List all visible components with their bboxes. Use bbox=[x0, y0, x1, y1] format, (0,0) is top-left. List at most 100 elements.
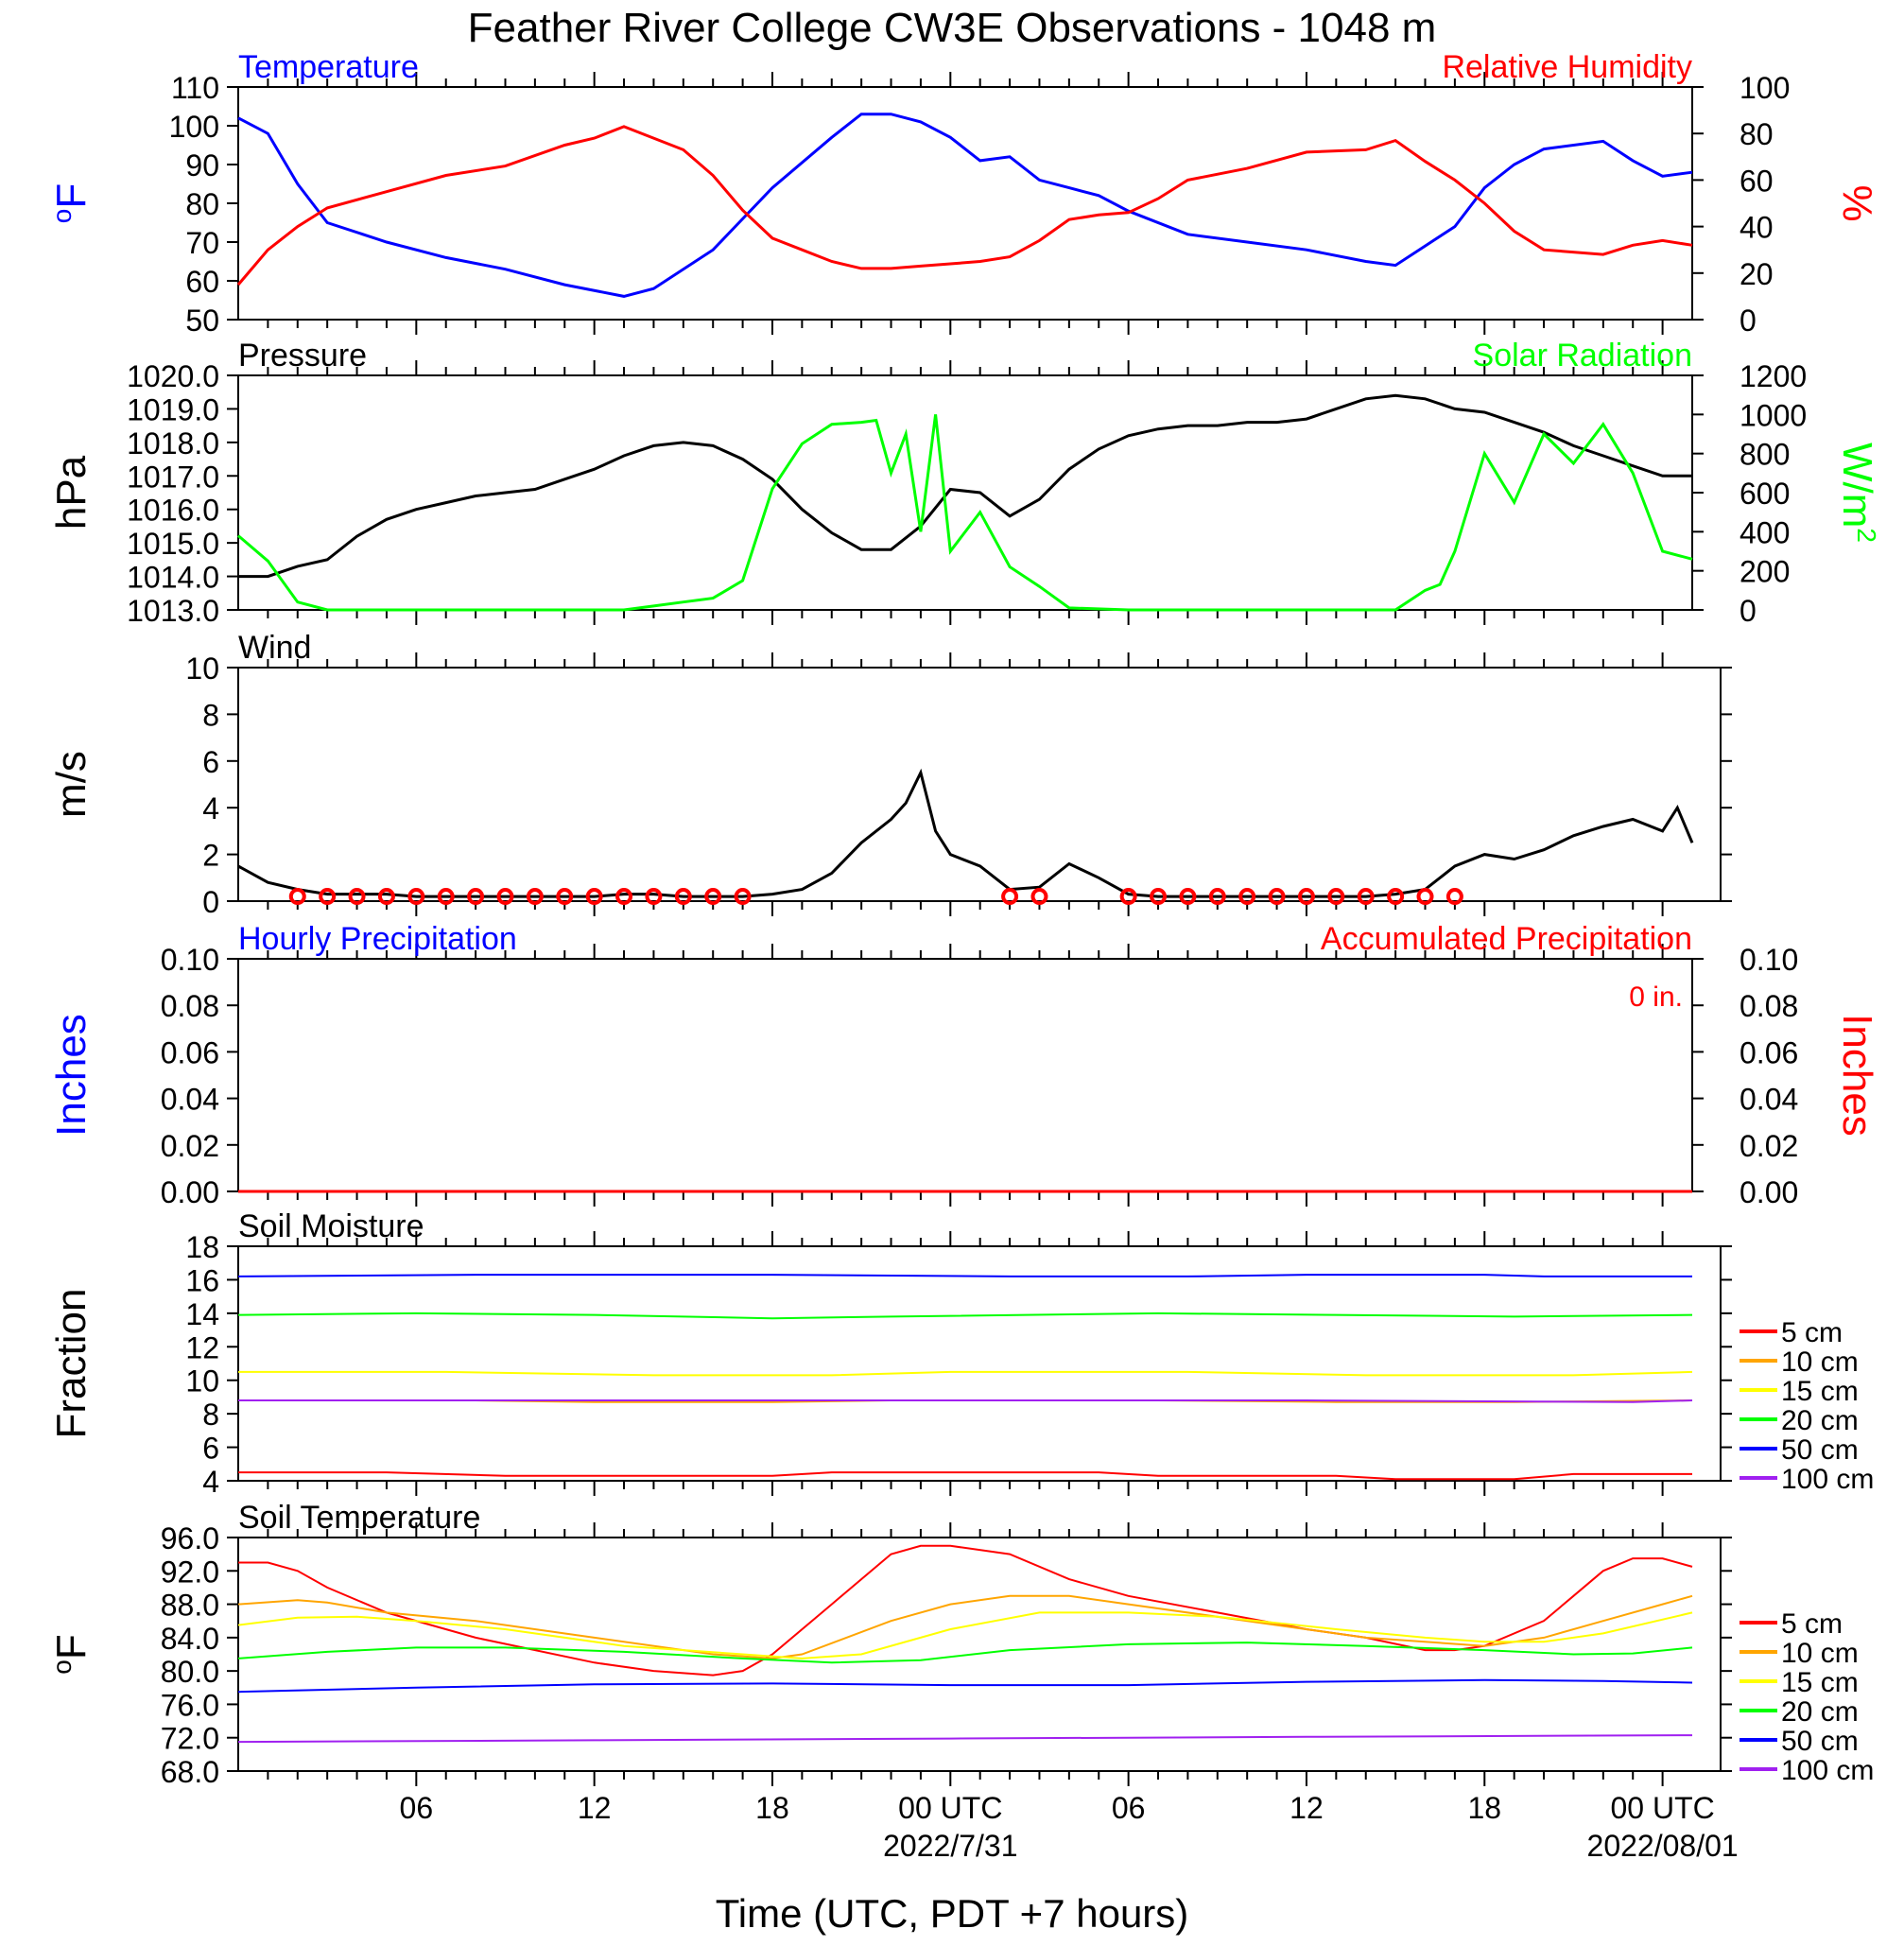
wind-calm-marker bbox=[1357, 888, 1375, 906]
wind-calm-marker bbox=[1001, 888, 1019, 906]
wind-calm-marker bbox=[1268, 888, 1286, 906]
panel-3-ytick-label: 0.08 bbox=[161, 989, 219, 1023]
panel-2-ylabel: m/s bbox=[48, 751, 95, 818]
x-axis-title: Time (UTC, PDT +7 hours) bbox=[716, 1891, 1189, 1936]
wind-calm-marker bbox=[1208, 888, 1226, 906]
panel-1-ytick-label: 1019.0 bbox=[127, 392, 219, 426]
panel-0-ytick-label: 110 bbox=[171, 71, 219, 105]
panel-4-series-100-cm bbox=[238, 1399, 1693, 1403]
panel-3-rtick-label: 0.04 bbox=[1740, 1083, 1798, 1117]
panel-5-legend-label: 15 cm bbox=[1781, 1667, 1859, 1698]
wind-calm-marker bbox=[437, 888, 455, 906]
panel-1-ytick-label: 1017.0 bbox=[127, 460, 219, 494]
wind-calm-marker bbox=[1445, 888, 1463, 906]
wind-calm-marker bbox=[556, 888, 574, 906]
wind-calm-marker bbox=[288, 888, 306, 906]
panel-0-series-relative-humidity bbox=[236, 125, 1693, 287]
wind-calm-marker bbox=[1327, 888, 1345, 906]
panel-0-ytick-label: 80 bbox=[185, 187, 219, 221]
panel-5-ytick-label: 96.0 bbox=[161, 1521, 219, 1555]
panel-0-ytick-label: 50 bbox=[185, 304, 219, 338]
panel-5-ytick-label: 88.0 bbox=[161, 1589, 219, 1623]
panel-4-series-15-cm bbox=[238, 1370, 1693, 1377]
panel-1-series-solar-radiation bbox=[237, 414, 1693, 612]
panel-5-series-50-cm bbox=[237, 1678, 1693, 1694]
panel-4-ytick-label: 14 bbox=[185, 1297, 219, 1331]
wind-calm-marker bbox=[1030, 888, 1048, 906]
wind-calm-marker bbox=[1119, 888, 1137, 906]
panel-4-ytick-label: 8 bbox=[202, 1398, 219, 1432]
panel-4-legend-label: 50 cm bbox=[1781, 1434, 1859, 1466]
panel-4-legend-label: 100 cm bbox=[1781, 1464, 1874, 1495]
panel-1-ytick-label: 1016.0 bbox=[127, 494, 219, 528]
panel-3-rtick-label: 0.08 bbox=[1740, 989, 1798, 1023]
panel-2-ytick-label: 4 bbox=[202, 791, 219, 825]
wind-calm-marker bbox=[319, 888, 337, 906]
panel-5-ytick-label: 72.0 bbox=[161, 1722, 219, 1756]
panel-3-ytick-label: 0.04 bbox=[161, 1083, 219, 1117]
panel-4-series-20-cm bbox=[237, 1312, 1693, 1320]
panel-2-ytick-label: 8 bbox=[202, 698, 219, 732]
panel-4-ytick-label: 16 bbox=[185, 1263, 219, 1297]
panel-5-ytick-label: 80.0 bbox=[161, 1655, 219, 1689]
panel-0-ylabel: oF bbox=[47, 183, 95, 223]
panel-5-ytick-label: 84.0 bbox=[161, 1622, 219, 1656]
panel-1-title-left: Pressure bbox=[238, 338, 367, 374]
panel-5-legend-label: 50 cm bbox=[1781, 1726, 1859, 1757]
wind-calm-marker bbox=[1297, 888, 1315, 906]
panel-4-ytick-label: 18 bbox=[185, 1230, 219, 1264]
panel-1-rtick-label: 800 bbox=[1740, 438, 1790, 472]
panel-0-ytick-label: 60 bbox=[185, 265, 219, 299]
panel-4-ylabel: Fraction bbox=[48, 1289, 95, 1439]
panel-5-series-15-cm bbox=[237, 1611, 1693, 1659]
panel-5-series-100-cm bbox=[237, 1734, 1693, 1744]
panel-5-legend-label: 100 cm bbox=[1781, 1755, 1874, 1786]
panel-1-ytick-label: 1014.0 bbox=[127, 561, 219, 595]
panel-3-ytick-label: 0.00 bbox=[161, 1175, 219, 1209]
panel-1-rtick-label: 200 bbox=[1740, 555, 1790, 589]
panel-5-ylabel: oF bbox=[47, 1634, 95, 1674]
panel-1-ytick-label: 1020.0 bbox=[127, 359, 219, 393]
panel-1-ytick-label: 1013.0 bbox=[127, 594, 219, 628]
panel-4-title-left: Soil Moisture bbox=[238, 1208, 424, 1244]
panel-3-title-left: Hourly Precipitation bbox=[238, 921, 517, 957]
panel-1-series-pressure bbox=[238, 393, 1692, 579]
x-tick-label: 00 UTC bbox=[898, 1791, 1002, 1825]
panel-3-frame bbox=[237, 958, 1693, 1192]
panel-5-legend-label: 20 cm bbox=[1781, 1696, 1859, 1728]
panel-0-rtick-label: 20 bbox=[1740, 257, 1774, 291]
panel-5-ytick-label: 68.0 bbox=[161, 1755, 219, 1789]
wind-calm-marker bbox=[734, 888, 752, 906]
panel-4-frame bbox=[237, 1245, 1722, 1482]
panel-0-rtick-label: 40 bbox=[1740, 211, 1774, 245]
panel-0-rtick-label: 0 bbox=[1740, 304, 1757, 338]
wind-calm-marker bbox=[1387, 888, 1405, 906]
panel-1-title-right: Solar Radiation bbox=[1473, 338, 1692, 374]
panel-1-rtick-label: 400 bbox=[1740, 515, 1790, 549]
panel-2-title-left: Wind bbox=[238, 630, 311, 666]
panel-3-annotation: 0 in. bbox=[1629, 982, 1683, 1013]
panel-1-rtick-label: 600 bbox=[1740, 477, 1790, 511]
wind-calm-marker bbox=[645, 888, 663, 906]
panel-3-rtick-label: 0.10 bbox=[1740, 943, 1798, 977]
panel-3-ytick-label: 0.10 bbox=[161, 943, 219, 977]
panel-1-rtick-label: 0 bbox=[1740, 594, 1757, 628]
panel-5-series-5-cm bbox=[238, 1544, 1693, 1677]
panel-4-ytick-label: 4 bbox=[202, 1465, 219, 1499]
wind-calm-marker bbox=[377, 888, 395, 906]
wind-calm-marker bbox=[674, 888, 692, 906]
panel-0-rtick-label: 60 bbox=[1740, 164, 1774, 198]
panel-1-rlabel: W/m2 bbox=[1834, 443, 1882, 543]
panel-0-rlabel: % bbox=[1834, 184, 1880, 221]
wind-calm-marker bbox=[1238, 888, 1256, 906]
wind-calm-marker bbox=[1150, 888, 1168, 906]
panel-0-ytick-label: 90 bbox=[185, 148, 219, 182]
panel-3-ytick-label: 0.06 bbox=[161, 1035, 219, 1069]
wind-calm-marker bbox=[704, 888, 722, 906]
panel-4-legend-label: 20 cm bbox=[1781, 1405, 1859, 1436]
x-tick-label: 06 bbox=[1112, 1791, 1146, 1825]
panel-3-ytick-label: 0.02 bbox=[161, 1129, 219, 1163]
panel-0-rtick-label: 80 bbox=[1740, 117, 1774, 151]
panel-3-rtick-label: 0.06 bbox=[1740, 1035, 1798, 1069]
